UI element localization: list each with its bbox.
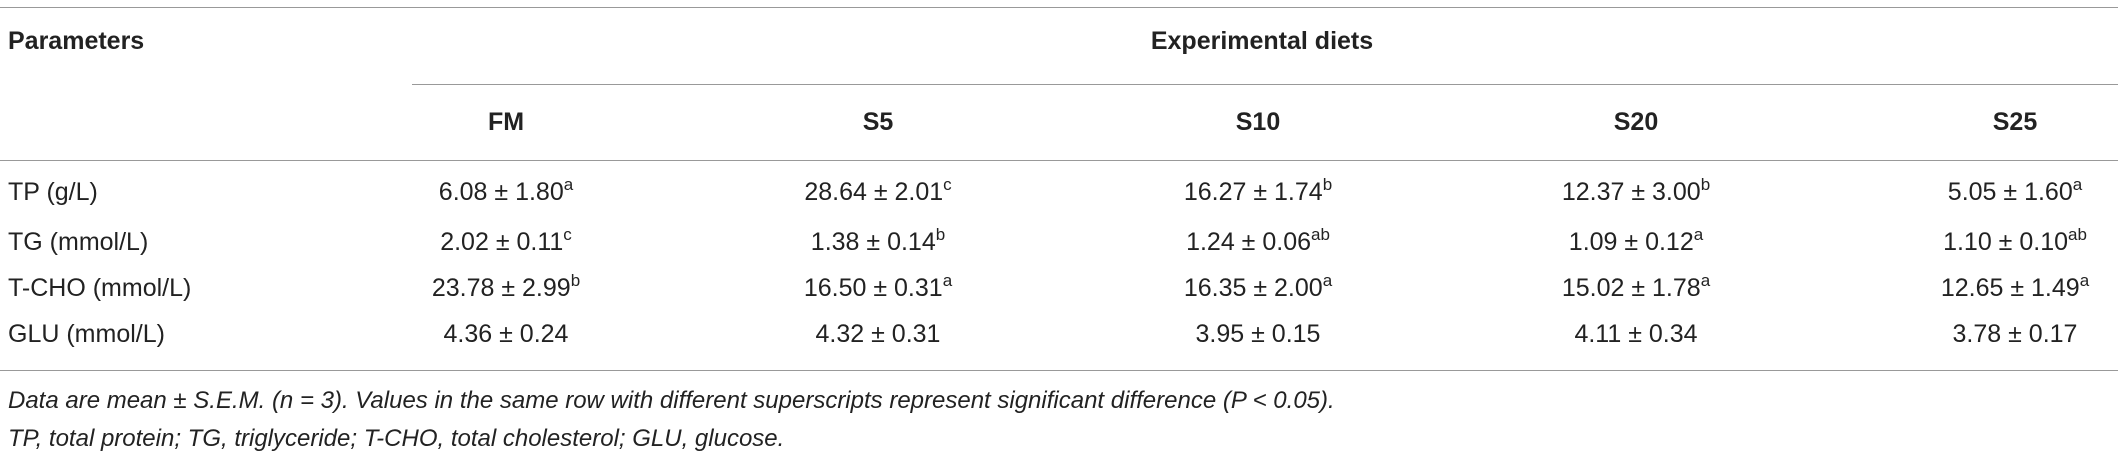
superscript: b [1700,175,1711,194]
superscript: a [1322,271,1333,290]
cell-value: 5.05 ± 1.60 [1947,178,2073,206]
superscript: ab [1311,225,1330,244]
group-header: Experimental diets [1150,27,1374,55]
cell-value: 28.64 ± 2.01 [804,178,944,206]
cell: 23.78 ± 2.99b [431,271,581,306]
footnote: TP, total protein; TG, triglyceride; T-C… [8,425,785,452]
cell: 1.10 ± 0.10ab [1943,225,2087,260]
cell-value: 3.78 ± 0.17 [1952,320,2078,348]
footnote: Data are mean ± S.E.M. (n = 3). Values i… [8,387,1335,414]
cell-value: 15.02 ± 1.78 [1561,274,1701,302]
cell: 3.78 ± 0.17 [1953,319,2078,349]
group-rule [412,84,2118,85]
cell: 16.50 ± 0.31a [803,271,953,306]
cell-value: 23.78 ± 2.99 [431,274,571,302]
superscript: b [935,225,946,244]
cell-value: 16.50 ± 0.31 [803,274,943,302]
cell-value: 16.27 ± 1.74 [1183,178,1323,206]
cell: 4.32 ± 0.31 [816,319,941,349]
cell-value: 4.32 ± 0.31 [815,320,941,348]
cell: 3.95 ± 0.15 [1196,319,1321,349]
cell: 15.02 ± 1.78a [1561,271,1711,306]
cell-value: 3.95 ± 0.15 [1195,320,1321,348]
cell-value: 1.10 ± 0.10 [1943,228,2069,256]
cell: 6.08 ± 1.80a [438,175,574,210]
cell: 5.05 ± 1.60a [1947,175,2083,210]
superscript: b [1322,175,1333,194]
row-label: T-CHO (mmol/L) [8,274,192,302]
row-label: GLU (mmol/L) [8,320,165,348]
superscript: a [1693,225,1704,244]
column-header: S20 [1613,108,1659,136]
cell: 28.64 ± 2.01c [804,175,952,210]
cell: 12.65 ± 1.49a [1940,271,2090,306]
row-label: TP (g/L) [8,178,98,206]
column-header: S5 [862,108,894,136]
cell-value: 1.38 ± 0.14 [810,228,936,256]
cell-value: 16.35 ± 2.00 [1183,274,1323,302]
cell: 16.27 ± 1.74b [1183,175,1333,210]
cell-value: 4.11 ± 0.34 [1574,320,1698,348]
superscript: ab [2068,225,2087,244]
param-header: Parameters [8,27,145,55]
cell-value: 12.65 ± 1.49 [1940,274,2080,302]
superscript: a [2079,271,2090,290]
cell: 2.02 ± 0.11c [440,225,572,260]
bottom-rule [0,370,2118,371]
superscript: b [570,271,581,290]
cell-value: 1.09 ± 0.12 [1568,228,1694,256]
cell: 12.37 ± 3.00b [1561,175,1711,210]
row-label: TG (mmol/L) [8,228,149,256]
column-header: S10 [1235,108,1281,136]
cell-value: 1.24 ± 0.06 [1186,228,1312,256]
cell-value: 2.02 ± 0.11 [440,228,564,256]
cell-value: 4.36 ± 0.24 [443,320,569,348]
cell: 1.09 ± 0.12a [1568,225,1704,260]
header-rule [0,160,2118,161]
cell: 1.38 ± 0.14b [810,225,946,260]
top-rule [0,7,2118,8]
cell: 4.11 ± 0.34 [1574,319,1697,349]
superscript: a [1700,271,1711,290]
column-header: FM [487,108,525,136]
superscript: a [2072,175,2083,194]
superscript: a [942,271,953,290]
superscript: a [563,175,574,194]
superscript: c [563,225,572,244]
cell: 16.35 ± 2.00a [1183,271,1333,306]
cell: 4.36 ± 0.24 [444,319,569,349]
column-header: S25 [1992,108,2038,136]
cell-value: 12.37 ± 3.00 [1561,178,1701,206]
superscript: c [943,175,952,194]
cell-value: 6.08 ± 1.80 [438,178,564,206]
cell: 1.24 ± 0.06ab [1186,225,1330,260]
